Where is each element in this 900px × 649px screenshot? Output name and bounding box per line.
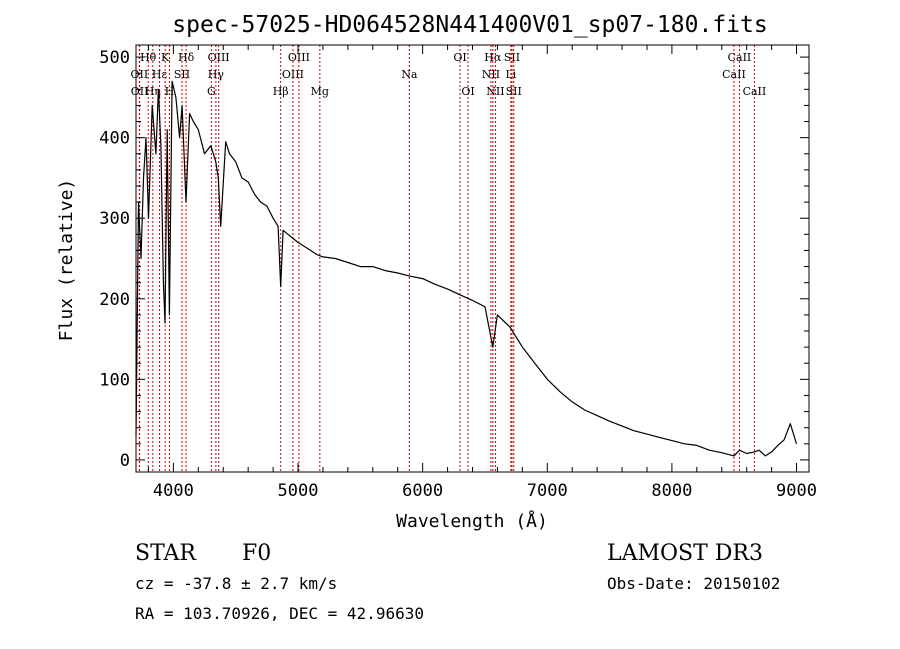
line-marker-label: NII: [482, 68, 500, 81]
line-marker-label: G: [207, 85, 216, 98]
coordinates: RA = 103.70926, DEC = 42.96630: [135, 604, 424, 623]
x-tick-label: 8000: [651, 481, 692, 501]
line-marker-label: Hα: [484, 51, 502, 64]
x-tick-label: 5000: [278, 481, 319, 501]
y-axis-label: Flux (relative): [56, 179, 77, 342]
x-tick-label: 4000: [153, 481, 194, 501]
line-marker-label: OIII: [288, 51, 310, 64]
line-marker-label: OI: [453, 51, 466, 64]
line-marker-label: SII: [504, 51, 520, 64]
observation-date: Obs-Date: 20150102: [607, 574, 780, 593]
line-marker-label: Hη: [145, 85, 161, 98]
line-marker-label: OI: [461, 85, 474, 98]
object-subclass: F0: [242, 541, 271, 566]
line-marker-label: SII: [506, 85, 522, 98]
line-marker-label: Hβ: [273, 85, 289, 98]
line-marker-label: OIII: [282, 68, 304, 81]
line-marker-label: CaII: [728, 51, 752, 64]
line-marker-label: Na: [401, 68, 418, 81]
x-tick-label: 6000: [402, 481, 443, 501]
line-marker-label: SII: [174, 68, 190, 81]
line-marker-label: OIII: [208, 51, 230, 64]
line-marker-label: OII: [131, 85, 149, 98]
line-marker-label: CaII: [743, 85, 767, 98]
redshift-velocity: cz = -37.8 ± 2.7 km/s: [135, 574, 337, 593]
x-axis-label: Wavelength (Å): [396, 510, 548, 532]
spectrum-line: [135, 80, 798, 457]
survey-label: LAMOST DR3: [607, 541, 763, 566]
y-tick-label: 100: [99, 370, 130, 390]
line-marker-label: Hγ: [208, 68, 225, 81]
y-tick-label: 0: [120, 451, 130, 471]
line-marker-label: Mg: [311, 85, 329, 98]
x-tick-label: 9000: [776, 481, 817, 501]
x-axis: 4000 5000 6000 7000 8000 9000: [147, 45, 817, 501]
y-tick-label: 400: [99, 129, 130, 149]
line-marker-label: CaII: [722, 68, 746, 81]
line-marker-label: K: [161, 51, 170, 64]
y-tick-label: 300: [99, 209, 130, 229]
object-class: STAR: [135, 541, 197, 566]
plot-frame: [135, 44, 810, 473]
line-marker-label: NII: [486, 85, 504, 98]
x-tick-label: 7000: [527, 481, 568, 501]
chart-title: spec-57025-HD064528N441400V01_sp07-180.f…: [172, 12, 767, 38]
line-marker-label: H: [165, 85, 175, 98]
y-tick-label: 200: [99, 290, 130, 310]
line-marker-label: Hδ: [178, 51, 195, 64]
line-marker-label: Li: [505, 68, 516, 81]
y-axis: 0 100 200 300 400 500: [99, 48, 809, 471]
line-marker-label: Hε: [152, 68, 168, 81]
y-tick-label: 500: [99, 48, 130, 68]
